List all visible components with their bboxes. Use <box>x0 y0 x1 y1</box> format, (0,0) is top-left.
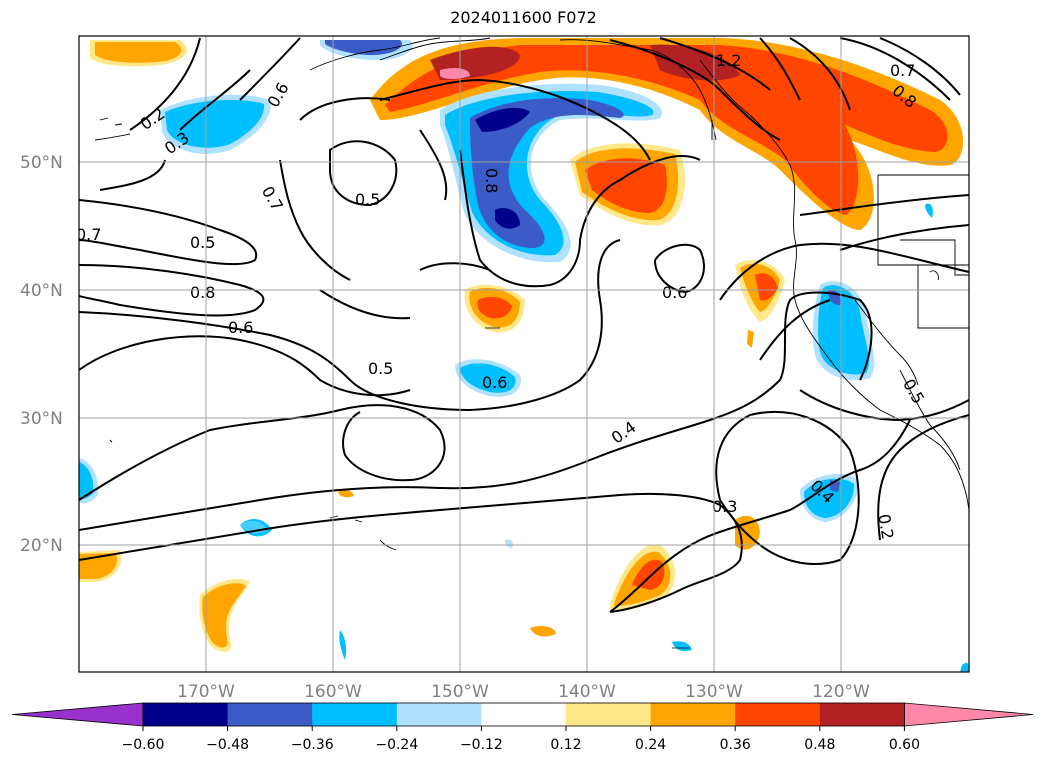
lon-label: 160°W <box>304 682 362 702</box>
colorbar-swatch <box>396 703 482 726</box>
contour-label: 0.8 <box>190 283 215 302</box>
lon-label: 130°W <box>685 682 743 702</box>
lon-axis-labels: 170°W 160°W 150°W 140°W 130°W 120°W <box>177 682 870 702</box>
colorbar-tick-label: −0.24 <box>375 737 418 753</box>
colorbar-extend-high <box>904 702 1034 727</box>
contour-label: 0.5 <box>190 233 215 252</box>
lat-axis-labels: 50°N 40°N 30°N 20°N <box>20 153 63 556</box>
lat-label: 50°N <box>20 153 63 173</box>
colorbar-tick-label: 0.24 <box>635 737 666 753</box>
lon-label: 120°W <box>812 682 870 702</box>
contour-label: 0.3 <box>712 497 737 516</box>
colorbar-swatch <box>650 703 736 726</box>
lon-label: 170°W <box>177 682 235 702</box>
lat-label: 40°N <box>20 281 63 301</box>
colorbar-tick-label: 0.36 <box>720 737 751 753</box>
colorbar-swatch <box>143 703 229 726</box>
anomaly-fill <box>79 38 969 672</box>
contour-label: 0.5 <box>368 359 393 378</box>
colorbar-tick-label: −0.36 <box>291 737 334 753</box>
contour-lines <box>79 37 969 613</box>
contour-label: 0.7 <box>890 61 915 80</box>
colorbar-swatch <box>819 703 905 726</box>
contour-label: 0.6 <box>662 283 687 302</box>
colorbar-tick-label: 0.48 <box>804 737 835 753</box>
colorbar-swatch <box>735 703 821 726</box>
colorbar-extend-low <box>11 702 144 727</box>
plot-frame <box>78 35 970 673</box>
colorbar-tick-label: 0.12 <box>550 737 581 753</box>
colorbar-tick-label: 0.60 <box>889 737 920 753</box>
colorbar-swatch <box>312 703 398 726</box>
colorbar-swatch <box>227 703 313 726</box>
contour-label: 0.8 <box>482 168 501 193</box>
contour-label: 0.2 <box>874 513 897 541</box>
lat-label: 20°N <box>20 536 63 556</box>
contour-label: 0.5 <box>355 190 380 209</box>
colorbar-frame <box>142 702 905 727</box>
colorbar-swatch <box>481 703 567 726</box>
colorbar-tick-label: −0.48 <box>206 737 249 753</box>
contour-label: 0.6 <box>228 318 253 337</box>
contour-label: 0.7 <box>76 225 101 244</box>
colorbar: −0.60 −0.48 −0.36 −0.24 −0.12 0.12 0.24 0.36 0.4… <box>11 702 1034 753</box>
contour-label: 0.6 <box>482 373 507 392</box>
lat-label: 30°N <box>20 409 63 429</box>
colorbar-swatch <box>566 703 652 726</box>
map-title: 2024011600 F072 <box>450 8 597 27</box>
lon-label: 150°W <box>431 682 489 702</box>
gridlines <box>79 36 969 672</box>
colorbar-tick-label: −0.60 <box>122 737 165 753</box>
lon-label: 140°W <box>558 682 616 702</box>
colorbar-tick-label: −0.12 <box>460 737 503 753</box>
contour-label: 1.2 <box>716 51 741 70</box>
